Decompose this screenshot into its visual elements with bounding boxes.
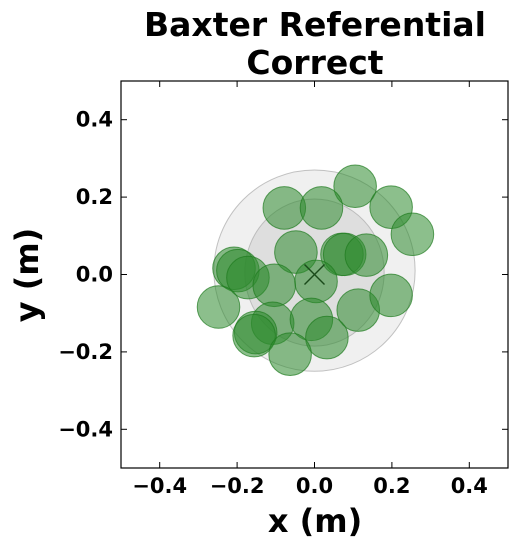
data-point-13 [252,263,297,308]
x-axis-label: x (m) [268,502,362,540]
data-point-5 [390,212,435,257]
x-tick-label: 0.0 [296,474,333,498]
data-point-22 [305,315,349,360]
center-marker-stroke-2 [304,264,325,285]
data-point-14 [294,259,338,304]
y-tick-label: 0.4 [76,108,113,132]
x-tick-label: 0.4 [451,474,488,498]
chart-title: Baxter Referential Correct [144,5,486,82]
data-point-9 [344,233,389,277]
chart-title-line-1: Baxter Referential [144,5,486,44]
data-point-23 [268,332,312,377]
data-point-15 [196,285,241,329]
data-point-1 [333,164,377,209]
data-point-2 [262,186,307,230]
x-tick-label: −0.2 [210,474,265,498]
data-point-21 [232,313,276,358]
x-tick-label: −0.4 [132,474,187,498]
y-tick-label: −0.4 [58,417,113,441]
chart-title-line-2: Correct [246,43,383,82]
y-axis-ticks: −0.4 −0.2 0.0 0.2 0.4 [58,108,508,441]
x-axis-ticks: −0.4 −0.2 0.0 0.2 0.4 [132,81,488,498]
data-point-3 [299,186,344,230]
x-tick-label: 0.2 [373,474,410,498]
y-tick-label: 0.0 [76,263,113,287]
y-tick-label: 0.2 [76,185,113,209]
y-axis-label: y (m) [8,228,46,323]
y-tick-label: −0.2 [58,340,113,364]
data-points [196,164,435,377]
data-point-17 [369,273,413,318]
center-marker [304,264,325,285]
